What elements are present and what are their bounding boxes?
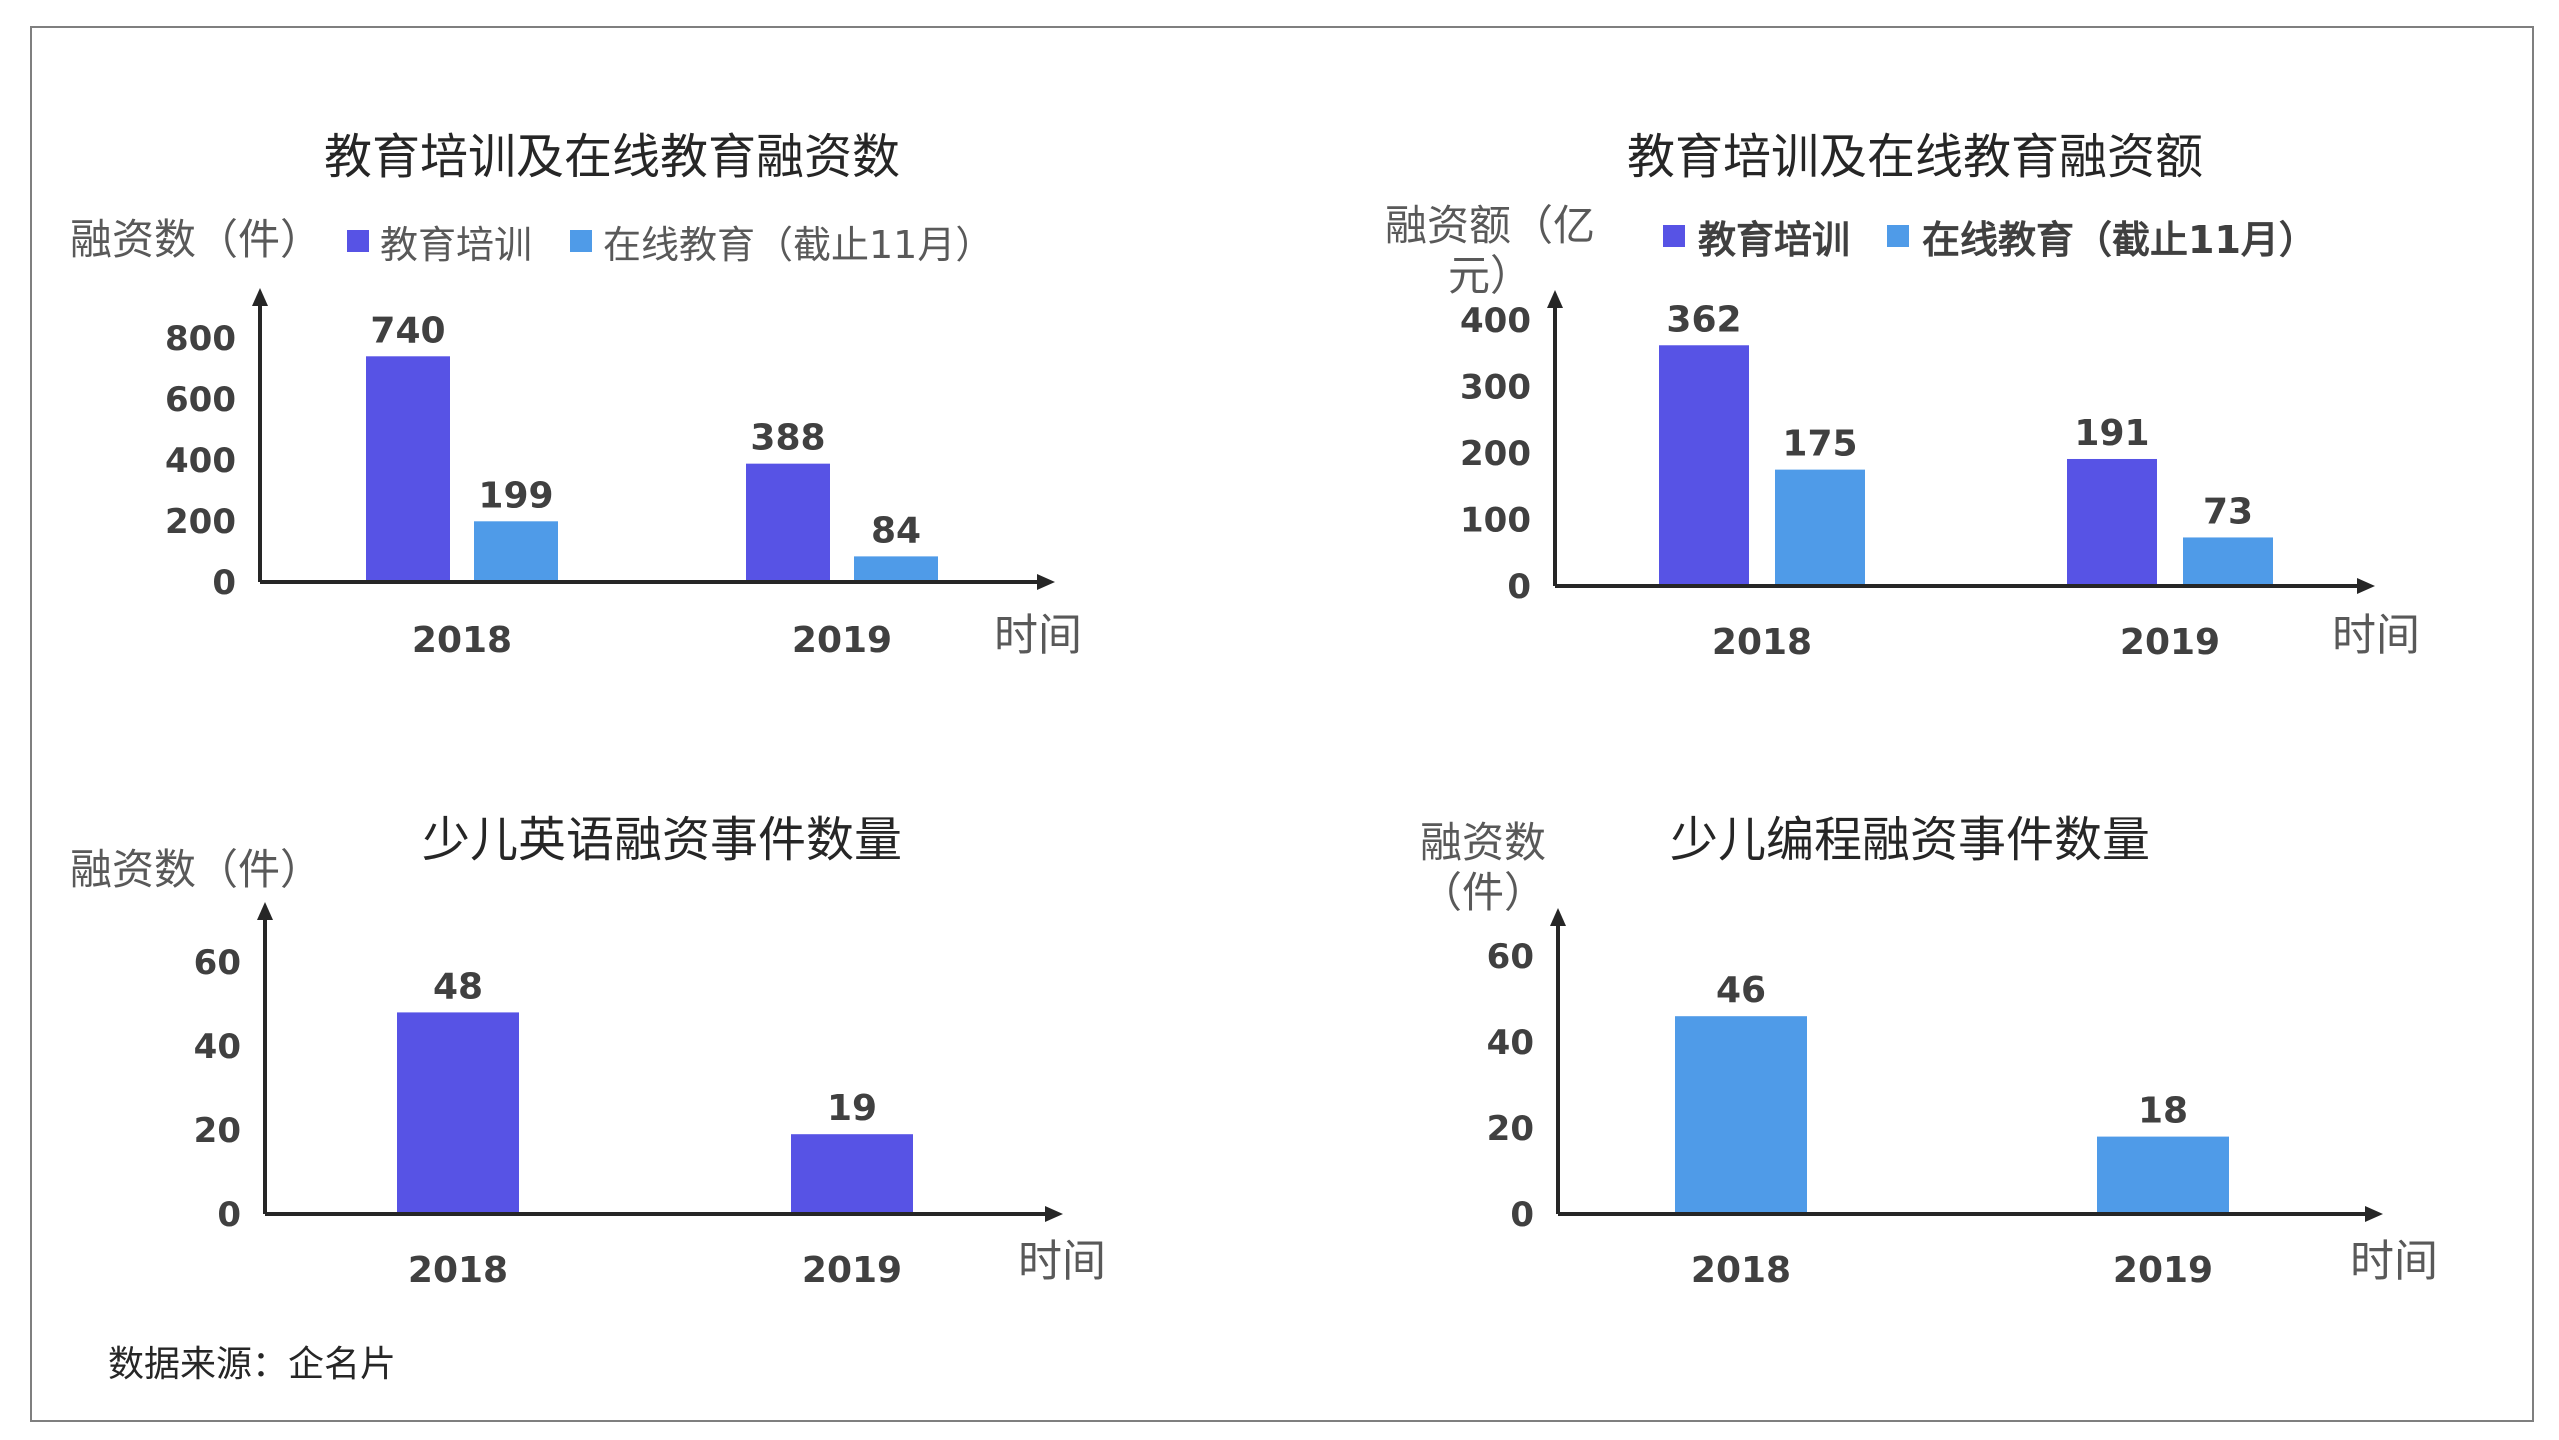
chart-1-title: 教育培训及在线教育融资数 xyxy=(324,129,900,185)
chart-1-y-tick-label: 800 xyxy=(165,319,236,359)
chart-4-y-tick-label: 40 xyxy=(1487,1023,1534,1063)
chart-1-y-tick-label: 200 xyxy=(165,502,236,542)
chart-2-bar xyxy=(1775,469,1865,584)
chart-4-data-label: 46 xyxy=(1716,970,1766,1011)
chart-2-y-axis-arrow xyxy=(1547,290,1563,308)
chart-4-title: 少儿编程融资事件数量 xyxy=(1670,812,2150,868)
chart-4-y-tick-label: 0 xyxy=(1510,1195,1534,1235)
chart-2-bar xyxy=(1659,345,1749,584)
chart-2-x-tick-label: 2018 xyxy=(1712,622,1812,663)
chart-4-bar xyxy=(2097,1136,2229,1212)
chart-3-data-label: 19 xyxy=(827,1088,877,1129)
chart-2-y-tick-label: 100 xyxy=(1460,501,1531,541)
chart-1-data-label: 388 xyxy=(750,418,825,459)
chart-3-bar xyxy=(791,1134,913,1212)
chart-1-y-axis-arrow xyxy=(252,288,268,306)
chart-3-x-axis-arrow xyxy=(1045,1206,1063,1222)
chart-1-data-label: 84 xyxy=(871,510,921,551)
chart-1-y-tick-label: 600 xyxy=(165,380,236,420)
chart-1-bar xyxy=(474,521,558,580)
chart-1-legend-swatch xyxy=(570,230,592,252)
chart-2-data-label: 175 xyxy=(1782,424,1857,465)
chart-2-legend-label: 教育培训 xyxy=(1698,218,1850,262)
chart-4-y-tick-label: 60 xyxy=(1487,937,1534,977)
chart-2-x-axis-arrow xyxy=(2357,578,2375,594)
chart-4-y-tick-label: 20 xyxy=(1487,1109,1534,1149)
chart-1-legend-label: 教育培训 xyxy=(380,223,532,267)
chart-1-data-label: 740 xyxy=(370,310,445,351)
chart-4-data-label: 18 xyxy=(2138,1091,2188,1132)
chart-3-title: 少儿英语融资事件数量 xyxy=(422,812,902,868)
chart-4-x-tick-label: 2018 xyxy=(1691,1250,1791,1291)
chart-2-data-label: 191 xyxy=(2074,413,2149,454)
chart-1-bar xyxy=(854,556,938,580)
chart-2-legend-label: 在线教育（截止11月） xyxy=(1922,218,2317,262)
chart-1-bar xyxy=(366,356,450,580)
chart-1-ylabel: 融资数（件） xyxy=(70,215,322,264)
chart-2-data-label: 73 xyxy=(2203,491,2253,532)
chart-3-xlabel: 时间 xyxy=(1018,1236,1106,1287)
chart-3-data-label: 48 xyxy=(433,966,483,1007)
chart-4-bar xyxy=(1675,1016,1807,1212)
chart-1-legend-label: 在线教育（截止11月） xyxy=(603,223,993,267)
chart-2-data-label: 362 xyxy=(1666,299,1741,340)
chart-2-title: 教育培训及在线教育融资额 xyxy=(1627,129,2203,185)
chart-1-y-tick-label: 400 xyxy=(165,441,236,481)
chart-2-xlabel: 时间 xyxy=(2332,610,2420,661)
chart-4-x-axis-arrow xyxy=(2365,1206,2383,1222)
chart-4-ylabel-line1: 融资数 xyxy=(1420,818,1546,867)
chart-1-y-tick-label: 0 xyxy=(212,563,236,603)
chart-2-x-tick-label: 2019 xyxy=(2120,622,2220,663)
chart-2-ylabel-line2: 元） xyxy=(1448,251,1532,300)
chart-3-y-tick-label: 40 xyxy=(194,1027,241,1067)
chart-1-data-label: 199 xyxy=(478,475,553,516)
chart-4-xlabel: 时间 xyxy=(2350,1236,2438,1287)
chart-2-y-tick-label: 400 xyxy=(1460,301,1531,341)
chart-2-bar xyxy=(2067,458,2157,584)
chart-3-bar xyxy=(397,1012,519,1212)
chart-3-x-tick-label: 2018 xyxy=(408,1250,508,1291)
chart-1-x-axis-arrow xyxy=(1037,574,1055,590)
chart-1-xlabel: 时间 xyxy=(994,610,1082,661)
chart-3-ylabel: 融资数（件） xyxy=(70,845,322,894)
data-source-note: 数据来源：企名片 xyxy=(108,1344,397,1385)
chart-2-y-tick-label: 200 xyxy=(1460,434,1531,474)
chart-3-y-tick-label: 0 xyxy=(217,1195,241,1235)
chart-2-legend-swatch xyxy=(1663,225,1685,247)
chart-2-y-tick-label: 0 xyxy=(1507,567,1531,607)
chart-4-ylabel-line2: （件） xyxy=(1420,868,1546,917)
chart-2-legend-swatch xyxy=(1887,225,1909,247)
chart-4-y-axis-arrow xyxy=(1550,908,1566,926)
chart-3-y-axis-arrow xyxy=(257,902,273,920)
chart-1-x-tick-label: 2018 xyxy=(412,620,512,661)
chart-3-x-tick-label: 2019 xyxy=(802,1250,902,1291)
figure-frame xyxy=(30,26,2534,1422)
chart-3-y-tick-label: 20 xyxy=(194,1111,241,1151)
chart-1-bar xyxy=(746,463,830,580)
chart-2-ylabel-line1: 融资额（亿 xyxy=(1385,201,1595,250)
chart-1-x-tick-label: 2019 xyxy=(792,620,892,661)
chart-3-y-tick-label: 60 xyxy=(194,943,241,983)
chart-2-y-tick-label: 300 xyxy=(1460,368,1531,408)
chart-4-x-tick-label: 2019 xyxy=(2113,1250,2213,1291)
chart-2-bar xyxy=(2183,537,2273,584)
chart-1-legend-swatch xyxy=(347,230,369,252)
